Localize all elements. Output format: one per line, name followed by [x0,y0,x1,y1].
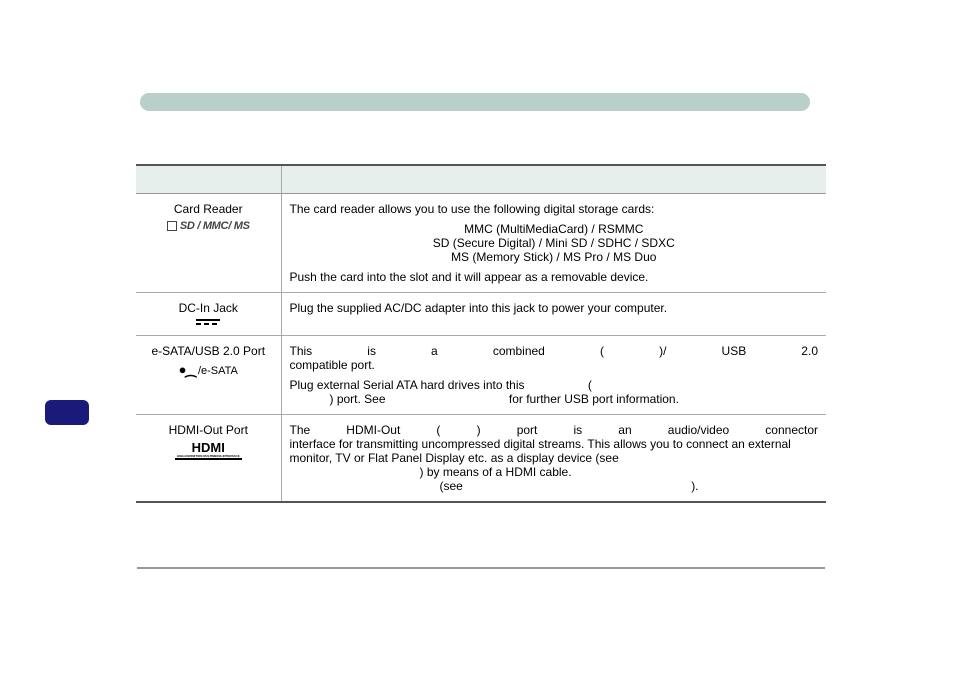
hdmi-a2: ) port is an audio/video connector [477,423,818,437]
specs-table: Card Reader SD / MMC/ MS The card reader… [136,164,826,503]
card-line3: MS (Memory Stick) / MS Pro / MS Duo [290,250,819,264]
usb-icon: ●⁔ [179,362,195,377]
esata-c1: Plug external Serial ATA hard drives int… [290,378,525,392]
table-header-row [136,165,826,193]
sd-mmc-ms-icon: SD / MMC/ MS [142,220,275,232]
esata-icon: ●⁔ /e-SATA [142,362,275,378]
dc-in-label: DC-In Jack [142,301,275,315]
hdmi-a1: The HDMI-Out ( [290,423,441,437]
header-bar [140,93,810,111]
footer-line [137,567,825,569]
esata-a1: This is a combined [290,344,545,358]
hdmi-e2: ). [691,479,698,493]
side-tab [45,400,89,425]
esata-line-d: ) port. See for further USB port informa… [290,392,819,406]
card-reader-icon-cell: Card Reader SD / MMC/ MS [136,193,281,292]
card-reader-intro: The card reader allows you to use the fo… [290,202,819,216]
hdmi-icon-cell: HDMI-Out Port HDMI HIGH-DEFINITION MULTI… [136,414,281,502]
dc-in-desc-cell: Plug the supplied AC/DC adapter into thi… [281,292,826,335]
esata-line-b: compatible port. [290,358,819,372]
dc-in-icon [196,319,220,327]
row-dc-in: DC-In Jack Plug the supplied AC/DC adapt… [136,292,826,335]
card-reader-icon-text: SD / MMC/ MS [180,220,250,232]
esata-icon-cell: e-SATA/USB 2.0 Port ●⁔ /e-SATA [136,335,281,414]
esata-a2: ( [600,344,604,358]
esata-label: e-SATA/USB 2.0 Port [142,344,275,358]
dc-in-desc: Plug the supplied AC/DC adapter into thi… [290,301,819,315]
card-reader-push: Push the card into the slot and it will … [290,270,819,284]
hdmi-e1: (see [440,479,463,493]
card-reader-label: Card Reader [142,202,275,216]
row-hdmi-out: HDMI-Out Port HDMI HIGH-DEFINITION MULTI… [136,414,826,502]
hdmi-line-b: interface for transmitting uncompressed … [290,437,819,451]
hdmi-desc-cell: The HDMI-Out ( ) port is an audio/video … [281,414,826,502]
esata-line-c: Plug external Serial ATA hard drives int… [290,378,819,392]
card-line1: MMC (MultiMediaCard) / RSMMC [290,222,819,236]
hdmi-line-c: monitor, TV or Flat Panel Display etc. a… [290,451,819,465]
row-esata-usb: e-SATA/USB 2.0 Port ●⁔ /e-SATA This is a… [136,335,826,414]
hdmi-line-e: (see ). [290,479,819,493]
dc-in-icon-cell: DC-In Jack [136,292,281,335]
hdmi-line-d: ) by means of a HDMI cable. [420,465,819,479]
esata-icon-text: /e-SATA [195,365,238,377]
esata-a3: )/ USB 2.0 [659,344,818,358]
hdmi-label: HDMI-Out Port [142,423,275,437]
header-desc-cell [281,165,826,193]
esata-c2: ( [588,378,592,392]
hdmi-logo-icon: HDMI HIGH-DEFINITION MULTIMEDIA INTERFAC… [175,441,242,461]
esata-d2: for further USB port information. [509,392,679,406]
row-card-reader: Card Reader SD / MMC/ MS The card reader… [136,193,826,292]
card-line2: SD (Secure Digital) / Mini SD / SDHC / S… [290,236,819,250]
esata-desc-cell: This is a combined ( )/ USB 2.0 compatib… [281,335,826,414]
hdmi-line-a: The HDMI-Out ( ) port is an audio/video … [290,423,819,437]
header-icon-cell [136,165,281,193]
esata-line-a: This is a combined ( )/ USB 2.0 [290,344,819,358]
esata-d1: ) port. See [330,392,386,406]
card-reader-desc-cell: The card reader allows you to use the fo… [281,193,826,292]
